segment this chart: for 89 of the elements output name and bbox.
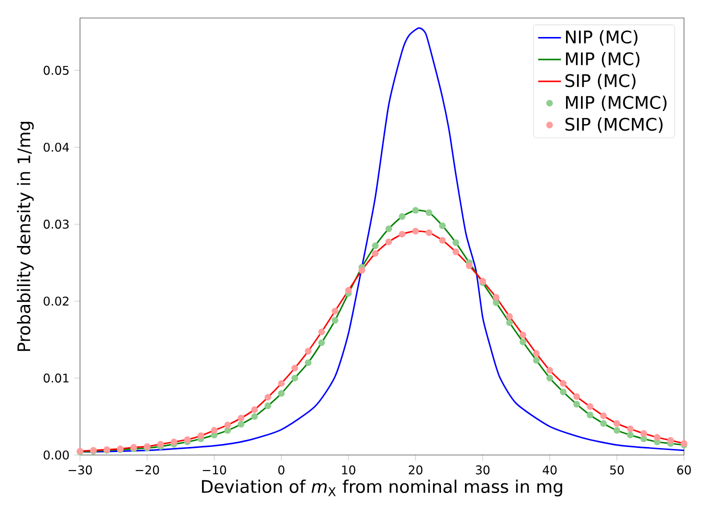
- x-tick-label: 50: [610, 465, 624, 474]
- point: [372, 250, 379, 257]
- point: [184, 436, 191, 443]
- point: [412, 228, 419, 234]
- y-tick-label: 0.04: [44, 142, 69, 152]
- point: [506, 319, 513, 326]
- point: [667, 437, 674, 444]
- point: [157, 440, 164, 448]
- point: [385, 238, 392, 246]
- point: [560, 380, 567, 387]
- legend-label: MIP (MCMC): [566, 96, 666, 112]
- x-tick-label: 30: [476, 465, 490, 474]
- point: [626, 432, 634, 438]
- point: [492, 299, 500, 306]
- point: [614, 420, 620, 427]
- point: [197, 432, 204, 440]
- point: [533, 350, 540, 357]
- point: [586, 412, 594, 418]
- y-tick-label: 0.02: [44, 296, 68, 306]
- point: [385, 225, 392, 232]
- point: [626, 426, 634, 432]
- x-tick-label: 10: [342, 465, 356, 474]
- y-axis-title: Probability density in 1/mg: [16, 122, 34, 351]
- point: [654, 434, 660, 441]
- x-tick-label: 40: [542, 465, 557, 474]
- point: [224, 427, 231, 434]
- point: [546, 367, 554, 374]
- point: [426, 209, 432, 216]
- x-tick-label: −30: [68, 465, 92, 474]
- point: [573, 400, 580, 408]
- point: [291, 364, 298, 372]
- point: [439, 222, 446, 230]
- legend-label: SIP (MCMC): [565, 117, 663, 133]
- x-tick-label: 20: [408, 465, 422, 474]
- point: [291, 374, 298, 382]
- point: [520, 338, 526, 346]
- point: [573, 393, 580, 400]
- point: [520, 332, 526, 338]
- point: [439, 237, 446, 244]
- point: [278, 380, 285, 387]
- point: [466, 262, 473, 270]
- point: [278, 390, 285, 397]
- point: [251, 413, 258, 420]
- point: [560, 388, 567, 396]
- point: [600, 420, 607, 427]
- point: [640, 430, 648, 437]
- x-axis-title: Deviation of m$_{X}$ from nominal mass in mg: [202, 480, 562, 496]
- point: [170, 438, 178, 446]
- point: [304, 348, 312, 354]
- point: [224, 422, 231, 428]
- point: [600, 412, 607, 420]
- x-tick-label: −10: [202, 465, 226, 474]
- point: [492, 294, 500, 301]
- point: [533, 357, 540, 364]
- point: [332, 308, 338, 314]
- point: [304, 359, 312, 366]
- point: [426, 229, 432, 236]
- point: [318, 328, 325, 336]
- point: [210, 427, 218, 434]
- point: [264, 394, 272, 401]
- legend-label: NIP (MC): [566, 30, 638, 46]
- legend-label: SIP (MC): [565, 74, 636, 90]
- point: [398, 230, 406, 238]
- point: [640, 436, 648, 442]
- point: [238, 420, 244, 428]
- legend-label: MIP (MC): [566, 52, 640, 68]
- x-tick-label: −20: [136, 465, 159, 474]
- point: [358, 267, 366, 274]
- point: [398, 213, 406, 220]
- point: [238, 414, 244, 422]
- point: [264, 402, 272, 410]
- point: [586, 403, 594, 410]
- x-tick-label: 0: [278, 465, 284, 474]
- point: [412, 207, 419, 214]
- y-tick-label: 0.05: [44, 66, 69, 75]
- point: [506, 313, 513, 320]
- y-tick-label: 0.00: [44, 450, 69, 460]
- x-tick-label: 60: [677, 465, 691, 474]
- point: [345, 287, 352, 294]
- point: [614, 427, 620, 434]
- point: [452, 239, 460, 246]
- point: [452, 248, 460, 256]
- point: [372, 242, 379, 250]
- point: [318, 339, 325, 346]
- point: [332, 317, 338, 324]
- y-tick-label: 0.03: [44, 220, 69, 229]
- point: [251, 406, 258, 413]
- y-tick-label: 0.01: [44, 374, 68, 383]
- point: [546, 374, 554, 382]
